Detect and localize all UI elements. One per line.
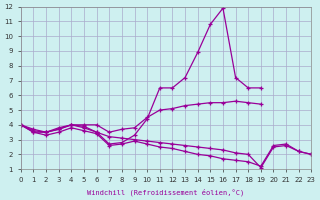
X-axis label: Windchill (Refroidissement éolien,°C): Windchill (Refroidissement éolien,°C) [87, 188, 245, 196]
